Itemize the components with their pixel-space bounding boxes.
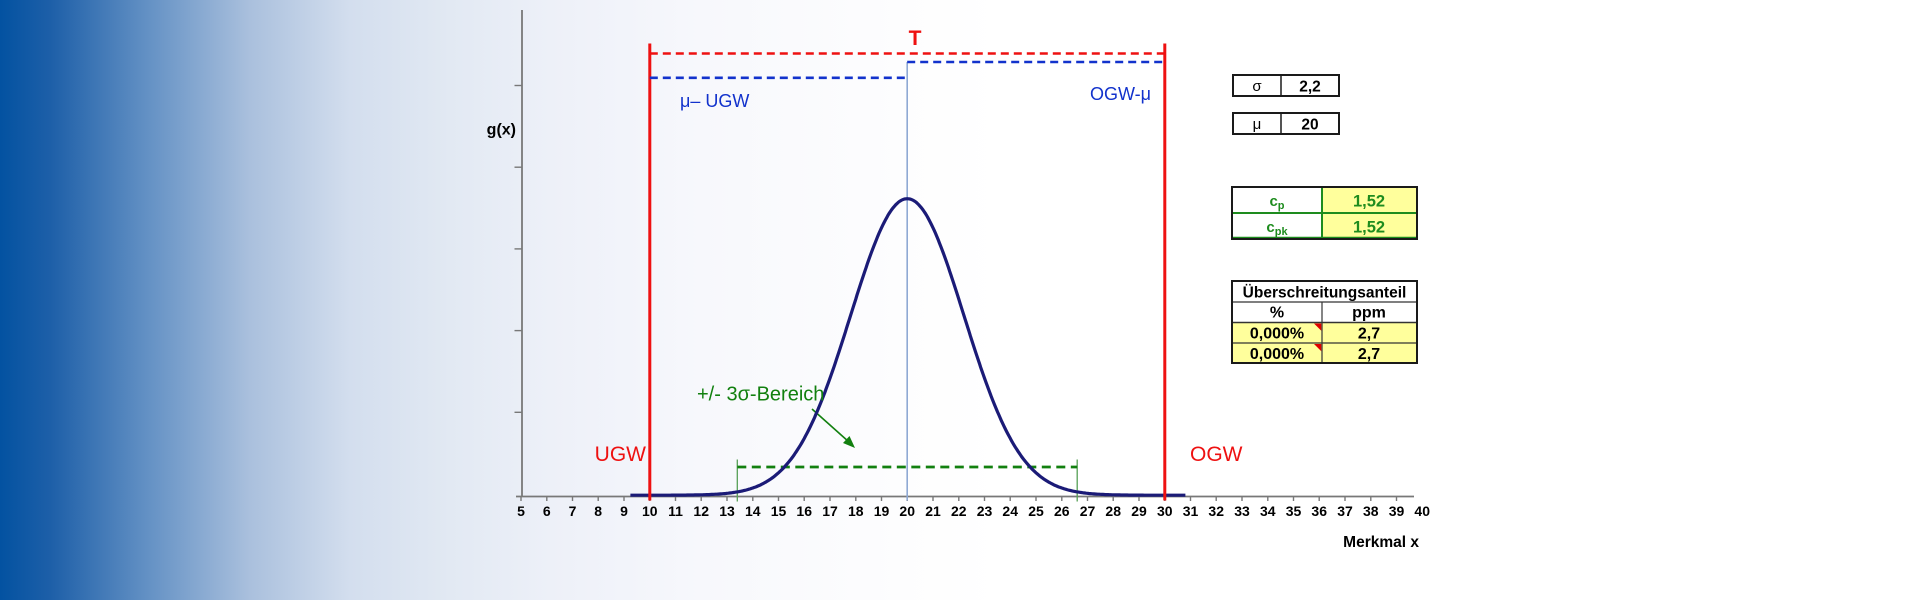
svg-text:23: 23 [977, 503, 993, 519]
svg-text:24: 24 [1002, 503, 1018, 519]
svg-text:27: 27 [1080, 503, 1096, 519]
svg-text:16: 16 [796, 503, 812, 519]
svg-text:12: 12 [693, 503, 709, 519]
svg-text:39: 39 [1389, 503, 1405, 519]
svg-text:36: 36 [1311, 503, 1327, 519]
svg-text:g(x): g(x) [487, 122, 516, 139]
svg-text:ppm: ppm [1352, 305, 1386, 322]
svg-text:9: 9 [620, 503, 628, 519]
svg-text:%: % [1270, 305, 1284, 322]
svg-text:10: 10 [642, 503, 658, 519]
svg-text:2,2: 2,2 [1299, 79, 1321, 96]
svg-text:6: 6 [543, 503, 551, 519]
svg-text:1,52: 1,52 [1353, 193, 1385, 211]
svg-text:37: 37 [1337, 503, 1353, 519]
svg-text:1,52: 1,52 [1353, 219, 1385, 237]
svg-text:σ: σ [1252, 78, 1262, 95]
svg-text:31: 31 [1183, 503, 1199, 519]
svg-text:29: 29 [1131, 503, 1147, 519]
svg-text:μ– UGW: μ– UGW [680, 91, 749, 111]
svg-text:+/- 3σ-Bereich: +/- 3σ-Bereich [697, 384, 824, 406]
svg-text:14: 14 [745, 503, 761, 519]
svg-text:18: 18 [848, 503, 864, 519]
svg-text:Merkmal x: Merkmal x [1343, 534, 1419, 551]
svg-text:0,000%: 0,000% [1250, 326, 1304, 343]
svg-text:22: 22 [951, 503, 967, 519]
svg-text:OGW: OGW [1190, 443, 1243, 466]
svg-text:Überschreitungsanteil: Überschreitungsanteil [1243, 285, 1407, 302]
svg-text:25: 25 [1028, 503, 1044, 519]
svg-text:UGW: UGW [595, 443, 647, 466]
svg-text:2,7: 2,7 [1358, 346, 1380, 363]
svg-text:cpk: cpk [1266, 219, 1288, 238]
svg-text:17: 17 [822, 503, 838, 519]
svg-text:7: 7 [569, 503, 577, 519]
svg-text:32: 32 [1208, 503, 1224, 519]
svg-text:15: 15 [771, 503, 787, 519]
svg-text:38: 38 [1363, 503, 1379, 519]
svg-text:11: 11 [668, 503, 683, 519]
svg-text:8: 8 [594, 503, 602, 519]
svg-text:0,000%: 0,000% [1250, 346, 1304, 363]
svg-text:35: 35 [1286, 503, 1302, 519]
svg-text:26: 26 [1054, 503, 1070, 519]
svg-text:5: 5 [517, 503, 525, 519]
svg-text:40: 40 [1414, 503, 1430, 519]
svg-text:28: 28 [1105, 503, 1121, 519]
svg-text:13: 13 [719, 503, 735, 519]
svg-text:2,7: 2,7 [1358, 326, 1380, 343]
svg-text:19: 19 [874, 503, 890, 519]
svg-text:34: 34 [1260, 503, 1276, 519]
svg-text:33: 33 [1234, 503, 1250, 519]
svg-text:T: T [909, 27, 922, 50]
svg-text:21: 21 [925, 503, 941, 519]
svg-text:30: 30 [1157, 503, 1173, 519]
svg-text:20: 20 [899, 503, 915, 519]
svg-text:OGW-μ: OGW-μ [1090, 84, 1151, 104]
svg-text:20: 20 [1301, 117, 1318, 134]
svg-text:μ: μ [1253, 116, 1262, 133]
